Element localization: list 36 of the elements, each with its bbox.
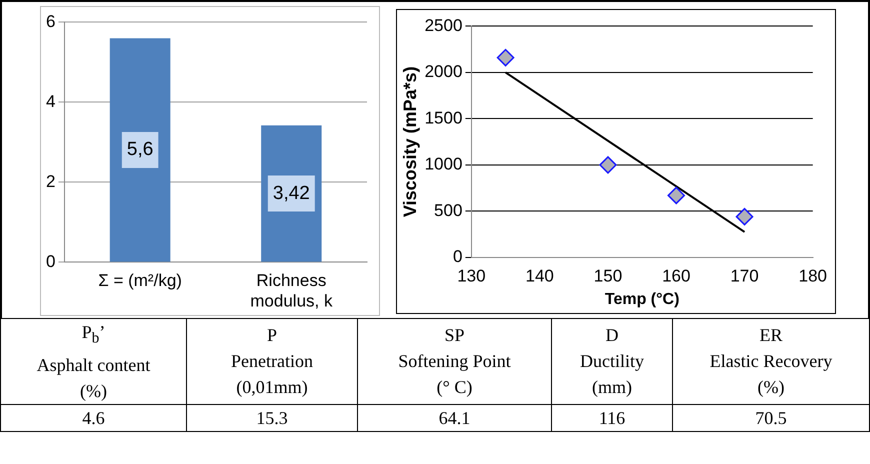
y-tick-label: 2000 xyxy=(424,62,462,82)
data-label: 15.3 xyxy=(186,404,358,432)
y-axis-title: Viscosity (mPa*s) xyxy=(400,66,420,218)
x-tick-label: 140 xyxy=(526,266,554,286)
x-tick-label: 180 xyxy=(798,266,828,286)
category-label: SP Softening Point (° C) xyxy=(397,324,512,400)
data-label: 64.1 xyxy=(358,404,552,432)
x-tick-label: 130 xyxy=(457,266,486,286)
y-tick-label: 4 xyxy=(46,92,56,111)
data-label: 70.5 xyxy=(672,404,870,432)
data-label: 4.6 xyxy=(0,404,186,432)
x-tick-label: Richness modulus, k xyxy=(250,271,333,310)
point xyxy=(599,156,617,174)
x-tick-label: 150 xyxy=(594,266,622,286)
y-tick-label: 1500 xyxy=(424,108,462,128)
data-label: 3,42 xyxy=(272,182,310,204)
y-tick-label: 0 xyxy=(452,247,462,266)
point xyxy=(496,48,514,66)
x-tick-label: Σ = (m²/kg) xyxy=(98,271,182,290)
x-tick-label: 160 xyxy=(662,266,690,286)
y-tick-label: 500 xyxy=(434,200,462,220)
y-tick-label: 2500 xyxy=(424,16,462,35)
category-label: ER Elastic Recovery (%) xyxy=(708,324,834,400)
x-tick-label: 170 xyxy=(730,266,759,286)
category-label: P$_{b}$’ Asphalt content (%) xyxy=(1,319,186,404)
data-label: 5,6 xyxy=(126,139,154,160)
point xyxy=(736,208,754,226)
x-axis-title: Temp (°C) xyxy=(604,290,680,308)
category-label: D Ductility (mm) xyxy=(579,324,645,400)
data-label: 116 xyxy=(552,404,672,432)
y-tick-label: 6 xyxy=(46,12,56,31)
point xyxy=(668,186,686,204)
y-tick-label: 1000 xyxy=(424,154,462,174)
y-tick-label: 2 xyxy=(46,172,56,191)
y-tick-label: 0 xyxy=(46,252,56,271)
category-label: P Penetration (0,01mm) xyxy=(230,324,314,400)
